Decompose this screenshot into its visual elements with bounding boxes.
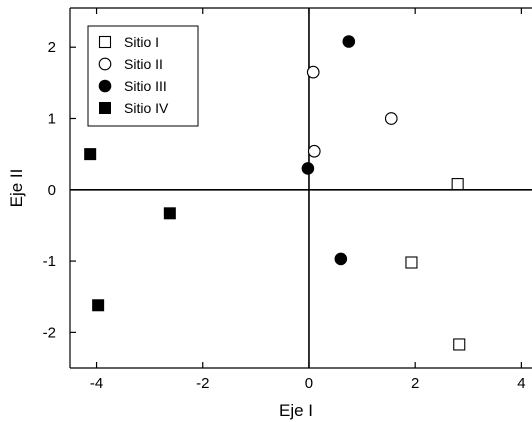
x-tick-label: 4	[517, 375, 525, 392]
legend: Sitio I Sitio II Sitio III Sitio IV	[87, 25, 199, 127]
data-point	[307, 144, 321, 158]
legend-marker	[98, 79, 112, 93]
data-point	[334, 252, 348, 266]
data-point	[306, 65, 320, 79]
x-tick-label: -4	[90, 375, 103, 392]
legend-item: Sitio IV	[99, 100, 169, 116]
legend-item: Sitio I	[98, 34, 159, 50]
x-tick-label: 2	[411, 375, 419, 392]
data-point	[163, 207, 176, 220]
data-point	[384, 112, 398, 125]
legend-label: Sitio III	[124, 78, 167, 94]
legend-marker	[98, 57, 112, 71]
x-axis-title: Eje I	[279, 401, 313, 420]
data-point	[92, 299, 105, 312]
y-tick-label: -1	[43, 253, 56, 270]
y-tick-label: 1	[48, 110, 56, 127]
plot-area: -4 -2 0 2 4 2 1 0 -1 -2	[43, 7, 532, 392]
data-point	[405, 256, 418, 269]
y-axis-title: Eje II	[7, 169, 26, 208]
y-tick-label: 2	[48, 39, 56, 56]
y-tick-label: 0	[48, 182, 56, 199]
series-3	[301, 35, 356, 266]
legend-item: Sitio III	[98, 78, 167, 94]
x-tick-label: -2	[196, 375, 209, 392]
legend-marker	[99, 102, 111, 114]
legend-marker	[98, 35, 112, 49]
legend-label: Sitio II	[124, 56, 163, 72]
data-point	[301, 162, 315, 175]
data-point	[342, 35, 356, 48]
series-2	[306, 65, 398, 158]
data-point	[453, 338, 466, 351]
series-1	[405, 178, 466, 351]
legend-label: Sitio I	[124, 34, 159, 50]
y-tick-label: -2	[43, 324, 56, 341]
legend-label: Sitio IV	[124, 100, 169, 116]
series-4	[84, 148, 176, 312]
data-point	[451, 178, 464, 191]
data-point	[84, 148, 97, 161]
legend-item: Sitio II	[98, 56, 163, 72]
x-tick-label: 0	[305, 375, 313, 392]
